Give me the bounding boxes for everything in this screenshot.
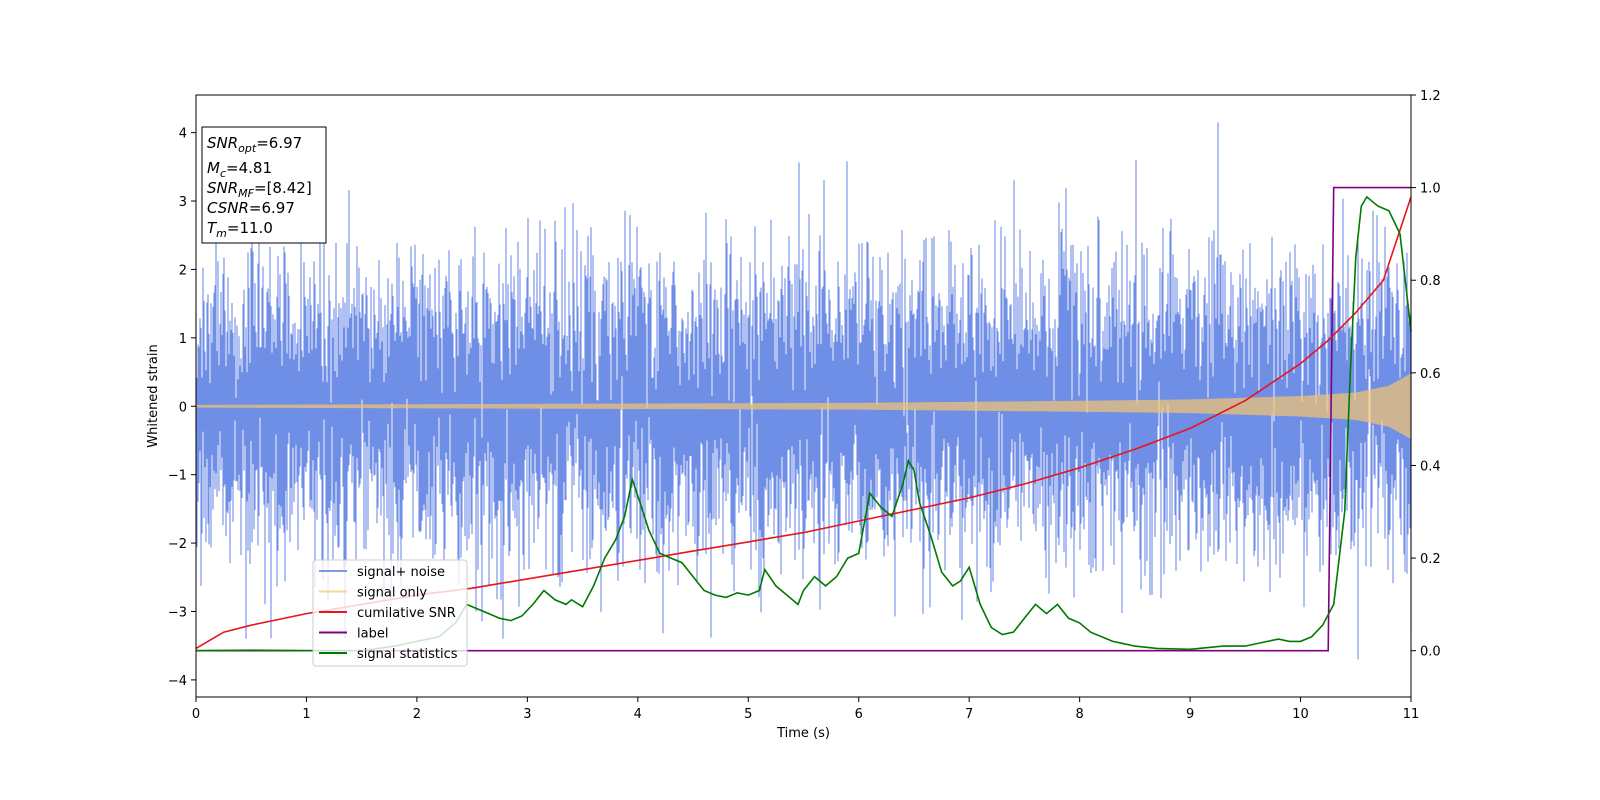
legend: signal+ noise signal only cumilative SNR… — [312, 559, 468, 667]
x-tick-label: 0 — [192, 707, 200, 722]
x-tick-label: 6 — [855, 707, 863, 722]
x-tick-label: 3 — [523, 707, 531, 722]
y-left-tick-label: 4 — [179, 127, 187, 142]
x-tick-label: 5 — [744, 707, 752, 722]
annotation-mc: Mc=4.81 — [207, 159, 272, 180]
x-tick-label: 10 — [1292, 707, 1309, 722]
x-tick-label: 8 — [1075, 707, 1083, 722]
y-axis-left-ticks: −4 −3 −2 −1 0 1 2 3 4 — [168, 127, 196, 689]
signal-statistics-series — [195, 195, 1412, 652]
y-right-tick-label: 1.2 — [1420, 89, 1441, 104]
plot-frame — [195, 94, 1412, 698]
legend-label-label: label — [357, 627, 388, 642]
legend-label-signal-statistics: signal statistics — [357, 647, 458, 662]
y-right-tick-label: 0.8 — [1420, 274, 1441, 289]
stats-annotation-box: SNRopt=6.97 Mc=4.81 SNRMF=[8.42] CSNR=6.… — [201, 126, 327, 244]
x-tick-label: 11 — [1403, 707, 1420, 722]
y-right-tick-label: 0.0 — [1420, 645, 1441, 660]
x-tick-label: 7 — [965, 707, 973, 722]
label-series — [196, 186, 1411, 652]
x-tick-label: 4 — [634, 707, 642, 722]
y-left-tick-label: −4 — [168, 674, 187, 689]
x-tick-label: 2 — [413, 707, 421, 722]
y-axis-label: Whitened strain — [146, 344, 161, 447]
y-left-tick-label: 0 — [179, 400, 187, 415]
annotation-frame — [201, 126, 327, 244]
y-left-tick-label: 3 — [179, 195, 187, 210]
legend-frame — [312, 559, 468, 667]
y-left-tick-label: −2 — [168, 537, 187, 552]
x-tick-label: 9 — [1186, 707, 1194, 722]
x-tick-label: 1 — [302, 707, 310, 722]
annotation-csnr: CSNR=6.97 — [207, 199, 295, 217]
y-left-tick-label: 2 — [179, 263, 187, 278]
legend-label-signal-only: signal only — [357, 586, 427, 601]
annotation-tm: Tm=11.0 — [207, 219, 273, 240]
legend-label-cumulative-snr: cumilative SNR — [357, 606, 456, 621]
annotation-snr-mf: SNRMF=[8.42] — [207, 179, 312, 200]
y-left-tick-label: −1 — [168, 469, 187, 484]
y-left-tick-label: −3 — [168, 605, 187, 620]
y-left-tick-label: 1 — [179, 332, 187, 347]
x-axis-label: Time (s) — [776, 726, 830, 741]
y-right-tick-label: 0.4 — [1420, 459, 1441, 474]
legend-label-signal-noise: signal+ noise — [357, 565, 445, 580]
y-right-tick-label: 0.6 — [1420, 367, 1441, 382]
x-axis-ticks: 0 1 2 3 4 5 6 7 8 9 10 11 — [192, 697, 1419, 722]
y-axis-right-ticks: 0.0 0.2 0.4 0.6 0.8 1.0 1.2 — [1411, 89, 1441, 660]
annotation-snr-opt: SNRopt=6.97 — [207, 134, 302, 155]
y-right-tick-label: 1.0 — [1420, 182, 1441, 197]
y-right-tick-label: 0.2 — [1420, 552, 1441, 567]
